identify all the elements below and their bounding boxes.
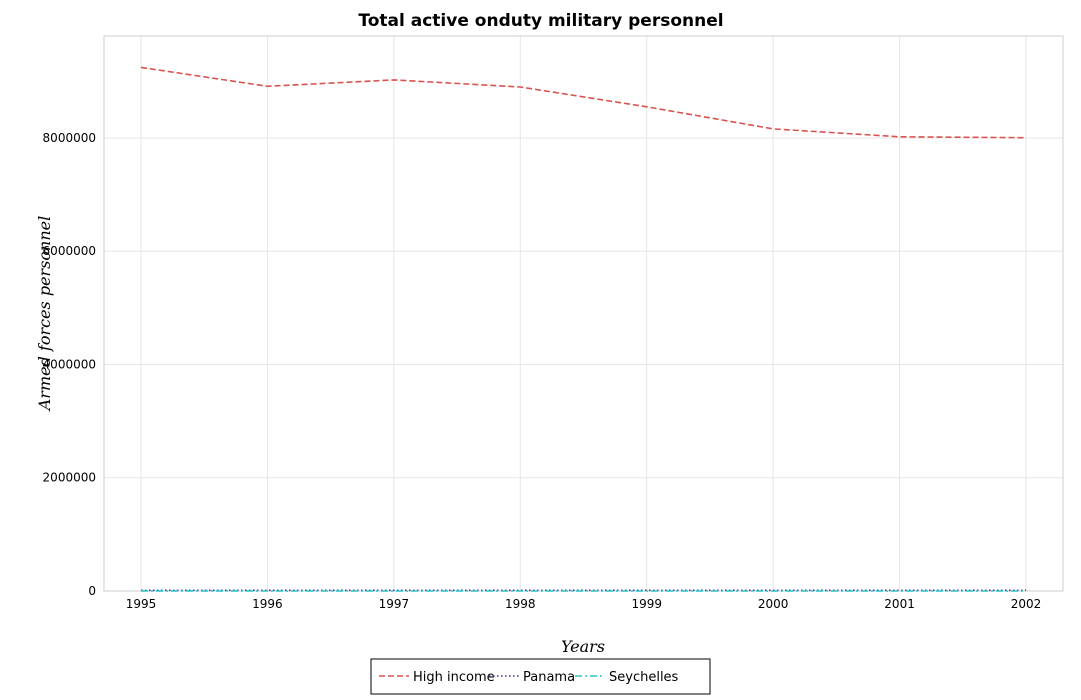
x-tick-label: 1995 (126, 597, 157, 611)
x-tick-label: 2001 (884, 597, 915, 611)
y-tick-label: 2000000 (43, 471, 96, 485)
y-tick-label: 4000000 (43, 357, 96, 371)
legend: High income Panama Seychelles (370, 658, 711, 695)
plot-area-border (103, 35, 1064, 592)
x-tick-label: 2000 (758, 597, 789, 611)
y-axis-ticks: 0 2000000 4000000 6000000 8000000 (43, 131, 96, 598)
x-axis-ticks: 1995 1996 1997 1998 1999 2000 2001 2002 (126, 597, 1042, 611)
legend-label: Panama (523, 670, 575, 685)
legend-label: High income (413, 670, 495, 685)
series-line-high-income (140, 66, 1027, 139)
x-tick-label: 1998 (505, 597, 536, 611)
x-axis-label: Years (561, 637, 605, 656)
y-tick-label: 0 (88, 584, 96, 598)
x-tick-label: 1997 (379, 597, 410, 611)
legend-label: Seychelles (609, 670, 679, 685)
x-tick-label: 1996 (252, 597, 283, 611)
y-axis-label: Armed forces personnel (35, 216, 54, 413)
grid (104, 36, 1063, 592)
series-layer (140, 66, 1027, 592)
y-tick-label: 6000000 (43, 244, 96, 258)
y-tick-label: 8000000 (43, 131, 96, 145)
x-tick-label: 1999 (631, 597, 662, 611)
x-tick-label: 2002 (1011, 597, 1042, 611)
legend-box (370, 658, 711, 695)
chart-title: Total active onduty military personnel (358, 11, 723, 31)
